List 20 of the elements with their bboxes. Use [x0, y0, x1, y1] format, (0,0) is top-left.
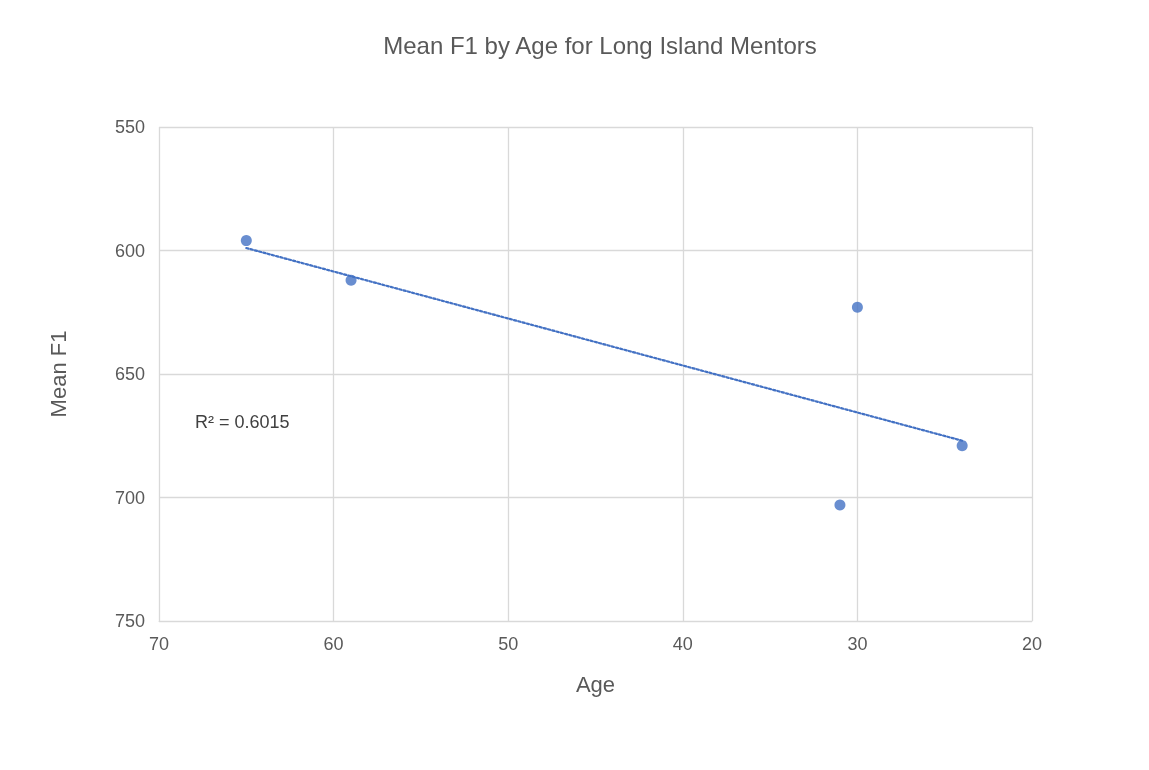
x-tick-label: 40: [672, 634, 693, 654]
x-tick-label: 70: [148, 634, 170, 654]
y-tick-label: 750: [114, 611, 145, 631]
point: [851, 301, 863, 313]
y-axis-title: Mean F1: [45, 330, 71, 418]
y-tick-label: 650: [114, 364, 145, 384]
annotation: R² = 0.6015: [195, 412, 290, 432]
x-tick-label: 60: [323, 634, 344, 654]
x-axis-title: Age: [575, 671, 616, 697]
point: [345, 274, 357, 286]
point: [240, 235, 252, 247]
x-tick-label: 20: [1021, 634, 1043, 654]
y-tick-label: 700: [114, 487, 145, 508]
y-tick-label: 550: [114, 117, 145, 137]
x-tick-label: 30: [847, 634, 868, 654]
x-tick-label: 50: [498, 634, 519, 654]
chart-title: Mean F1 by Age for Long Island Mentors: [383, 31, 817, 59]
y-tick-label: 600: [114, 240, 145, 261]
point: [834, 499, 846, 511]
point: [956, 440, 968, 452]
